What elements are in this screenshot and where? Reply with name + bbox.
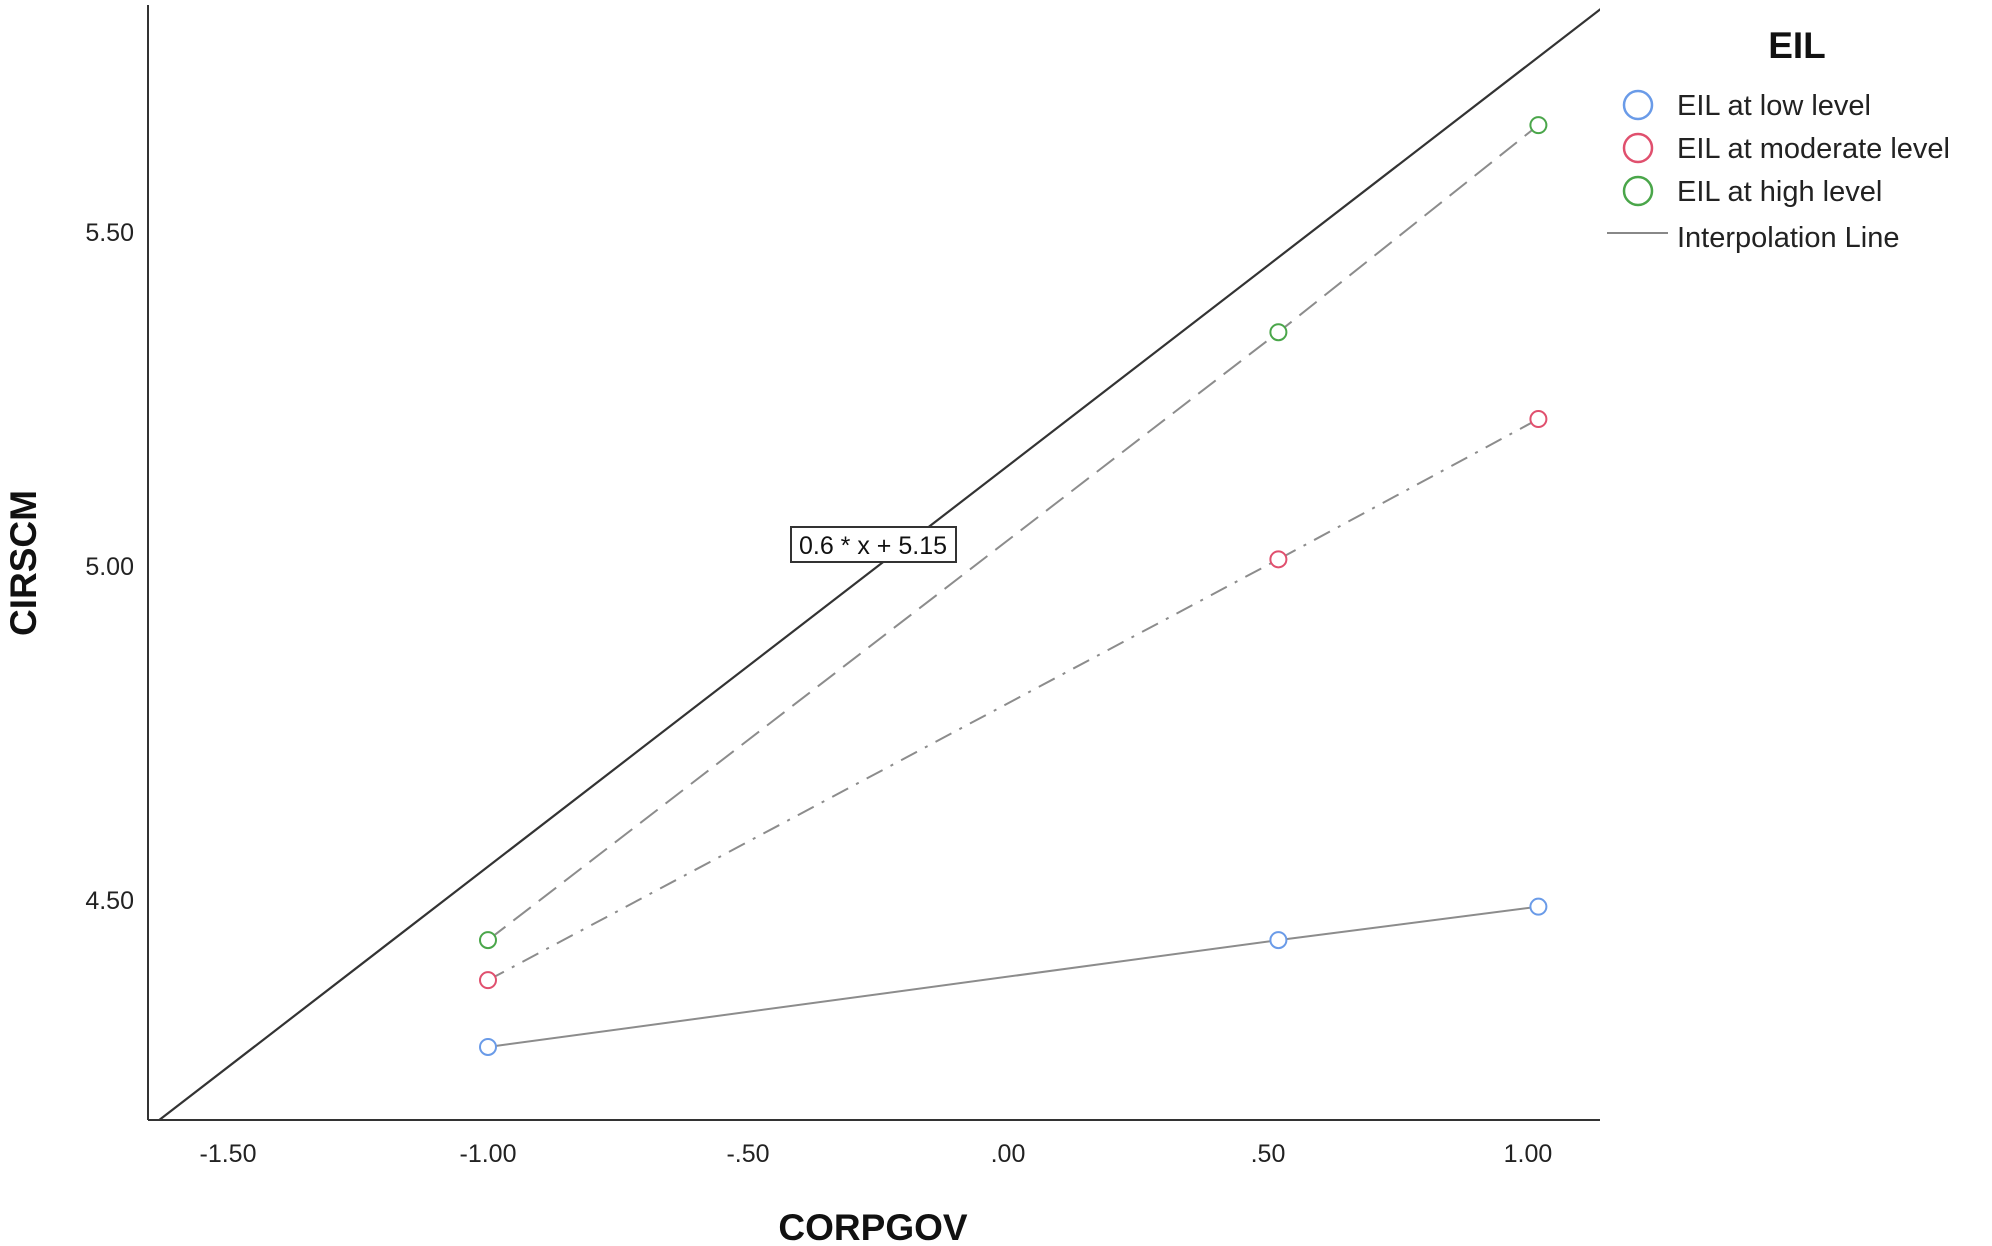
series-line	[487, 124, 1540, 941]
series-line	[487, 418, 1539, 982]
y-tick-label: 5.50	[85, 219, 134, 247]
data-point	[479, 1037, 497, 1056]
fit-line	[157, 8, 1600, 1120]
legend-label: EIL at high level	[1677, 176, 1882, 208]
y-tick-labels: 4.50 5.00 5.50	[85, 219, 134, 915]
x-axis-title: CORPGOV	[778, 1207, 967, 1246]
legend-marker	[1622, 132, 1654, 164]
data-point	[1529, 897, 1548, 916]
fit-label-box	[790, 526, 957, 563]
legend-label: EIL at moderate level	[1677, 133, 1950, 165]
fit-line-group	[157, 8, 1600, 1120]
axes	[147, 5, 1600, 1121]
x-tick-label: -1.50	[200, 1140, 257, 1168]
series-group	[479, 116, 1548, 1056]
legend-items: EIL at low level EIL at moderate level EIL…	[1622, 89, 1950, 208]
legend-interpolation-label: Interpolation Line	[1677, 222, 1900, 254]
fit-label: 0.6 * x + 5.15	[799, 532, 947, 560]
data-point	[1529, 116, 1548, 135]
legend: EIL EIL at low level EIL at moderate leve…	[1607, 25, 1950, 254]
x-tick-label: -1.00	[460, 1140, 517, 1168]
y-axis-title: CIRSCM	[3, 490, 44, 636]
legend-marker	[1622, 175, 1654, 207]
data-point	[1529, 410, 1548, 429]
y-tick-label: 4.50	[85, 887, 134, 915]
legend-label: EIL at low level	[1677, 90, 1871, 122]
data-point	[1269, 550, 1288, 569]
data-point	[1269, 931, 1288, 950]
legend-title: EIL	[1768, 25, 1826, 66]
x-tick-label: .00	[991, 1140, 1026, 1168]
x-tick-label: 1.00	[1504, 1140, 1553, 1168]
data-point	[479, 931, 497, 950]
x-tick-labels: -1.50 -1.00 -.50 .00 .50 1.00	[200, 1140, 1553, 1168]
data-point	[1269, 323, 1288, 342]
legend-marker	[1622, 89, 1654, 121]
series-line	[487, 905, 1539, 1048]
x-tick-label: -.50	[726, 1140, 769, 1168]
x-tick-label: .50	[1251, 1140, 1286, 1168]
data-point	[479, 971, 497, 990]
y-tick-label: 5.00	[85, 553, 134, 581]
